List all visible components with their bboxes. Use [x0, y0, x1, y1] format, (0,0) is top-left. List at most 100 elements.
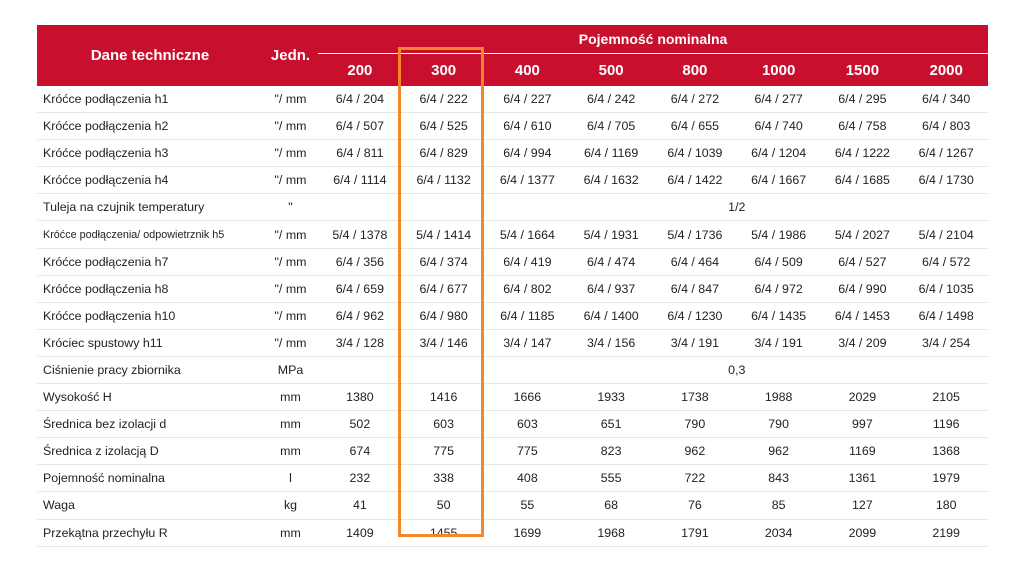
cell-value: 6/4 / 1632	[569, 166, 653, 195]
cell-value: 3/4 / 209	[820, 329, 905, 357]
cell-value: 603	[401, 410, 486, 439]
header-capacity-300: 300	[401, 53, 486, 86]
row-label: Wysokość H	[37, 383, 263, 412]
row-label: Króćce podłączenia h1	[37, 86, 263, 114]
cell-value: 6/4 / 847	[653, 275, 737, 303]
cell-value: 962	[653, 437, 737, 466]
cell-value: 6/4 / 1435	[736, 302, 821, 330]
table-row: Średnica bez izolacji d mm 502 603 603 651 790…	[37, 410, 989, 439]
cell-value: 6/4 / 677	[401, 275, 486, 303]
cell-value: 5/4 / 2104	[904, 220, 989, 249]
cell-value: 502	[318, 410, 402, 439]
header-capacity-200: 200	[318, 53, 402, 86]
cell-value: 1455	[401, 519, 486, 547]
cell-value: 6/4 / 1267	[904, 139, 989, 168]
cell-value: 6/4 / 802	[485, 275, 570, 303]
cell-value: 6/4 / 277	[736, 86, 821, 114]
row-label: Ciśnienie pracy zbiornika	[37, 356, 263, 385]
table-row: Króćce podłączenia h2 "/ mm 6/4 / 507 6/4 /…	[37, 112, 989, 141]
cell-value: 85	[736, 491, 821, 520]
table-header: Dane techniczne Jedn. Pojemność nominaln…	[37, 25, 989, 86]
row-label: Średnica z izolacją D	[37, 437, 263, 466]
cell-value: 1169	[820, 437, 905, 466]
row-label: Średnica bez izolacji d	[37, 410, 263, 439]
cell-value: 5/4 / 1664	[485, 220, 570, 249]
cell-value: 6/4 / 1422	[653, 166, 737, 195]
cell-value: 6/4 / 655	[653, 112, 737, 141]
cell-value: 76	[653, 491, 737, 520]
cell-value: 6/4 / 659	[318, 275, 402, 303]
cell-value: 6/4 / 1185	[485, 302, 570, 330]
cell-value: 6/4 / 272	[653, 86, 737, 114]
table-body: Króćce podłączenia h1 "/ mm 6/4 / 204 6/4 /…	[37, 86, 989, 547]
cell-value: 962	[736, 437, 821, 466]
cell-value: 603	[485, 410, 570, 439]
cell-value: 6/4 / 1169	[569, 139, 653, 168]
cell-value: 6/4 / 507	[318, 112, 402, 141]
row-label: Króćce podłączenia h4	[37, 166, 263, 195]
row-label: Króćce podłączenia h8	[37, 275, 263, 303]
cell-value: 6/4 / 811	[318, 139, 402, 168]
cell-value: 3/4 / 147	[485, 329, 570, 357]
cell-value: 6/4 / 242	[569, 86, 653, 114]
cell-value: 180	[904, 491, 989, 520]
cell-value	[318, 356, 402, 385]
cell-value: 6/4 / 1377	[485, 166, 570, 195]
spec-table: Dane techniczne Jedn. Pojemność nominaln…	[37, 25, 989, 547]
cell-value: 674	[318, 437, 402, 466]
cell-value: 1933	[569, 383, 653, 412]
cell-value: 3/4 / 254	[904, 329, 989, 357]
cell-value: 6/4 / 295	[820, 86, 905, 114]
row-unit: mm	[263, 410, 318, 439]
row-label: Przekątna przechyłu R	[37, 519, 263, 547]
row-unit: l	[263, 464, 318, 493]
cell-value: 6/4 / 980	[401, 302, 486, 330]
row-label: Pojemność nominalna	[37, 464, 263, 493]
cell-value: 1979	[904, 464, 989, 493]
cell-value: 775	[485, 437, 570, 466]
cell-value: 1368	[904, 437, 989, 466]
cell-value: 50	[401, 491, 486, 520]
cell-value: 6/4 / 705	[569, 112, 653, 141]
cell-value: 6/4 / 464	[653, 248, 737, 276]
row-unit: "/ mm	[263, 275, 318, 303]
spec-table-container: Dane techniczne Jedn. Pojemność nominaln…	[37, 25, 989, 547]
row-label: Tuleja na czujnik temperatury	[37, 193, 263, 222]
cell-value: 1361	[820, 464, 905, 493]
cell-value: 790	[653, 410, 737, 439]
cell-value: 6/4 / 803	[904, 112, 989, 141]
cell-value: 3/4 / 191	[653, 329, 737, 357]
cell-value: 722	[653, 464, 737, 493]
table-row: Króciec spustowy h11 "/ mm 3/4 / 128 3/4 / …	[37, 329, 989, 357]
row-unit: "/ mm	[263, 139, 318, 168]
cell-value: 1380	[318, 383, 402, 412]
cell-value: 6/4 / 419	[485, 248, 570, 276]
row-unit: kg	[263, 491, 318, 520]
cell-value: 651	[569, 410, 653, 439]
cell-value: 2199	[904, 519, 989, 547]
cell-value: 6/4 / 527	[820, 248, 905, 276]
cell-value: 6/4 / 340	[904, 86, 989, 114]
table-row: Króćce podłączenia/ odpowietrznik h5 "/ m…	[37, 220, 989, 249]
cell-value: 1988	[736, 383, 821, 412]
row-unit: mm	[263, 519, 318, 547]
cell-value: 41	[318, 491, 402, 520]
cell-value	[401, 193, 486, 222]
cell-value: 68	[569, 491, 653, 520]
row-unit: mm	[263, 437, 318, 466]
header-capacity-400: 400	[485, 53, 570, 86]
row-unit: "/ mm	[263, 248, 318, 276]
cell-value: 6/4 / 758	[820, 112, 905, 141]
cell-value: 6/4 / 994	[485, 139, 570, 168]
cell-value: 1699	[485, 519, 570, 547]
cell-value: 6/4 / 227	[485, 86, 570, 114]
cell-value: 6/4 / 972	[736, 275, 821, 303]
cell-value: 2029	[820, 383, 905, 412]
cell-value: 6/4 / 204	[318, 86, 402, 114]
cell-value: 1738	[653, 383, 737, 412]
cell-value: 6/4 / 829	[401, 139, 486, 168]
table-row: Ciśnienie pracy zbiornika MPa 0,3	[37, 356, 989, 385]
cell-value: 2099	[820, 519, 905, 547]
cell-value: 1416	[401, 383, 486, 412]
cell-value: 6/4 / 990	[820, 275, 905, 303]
